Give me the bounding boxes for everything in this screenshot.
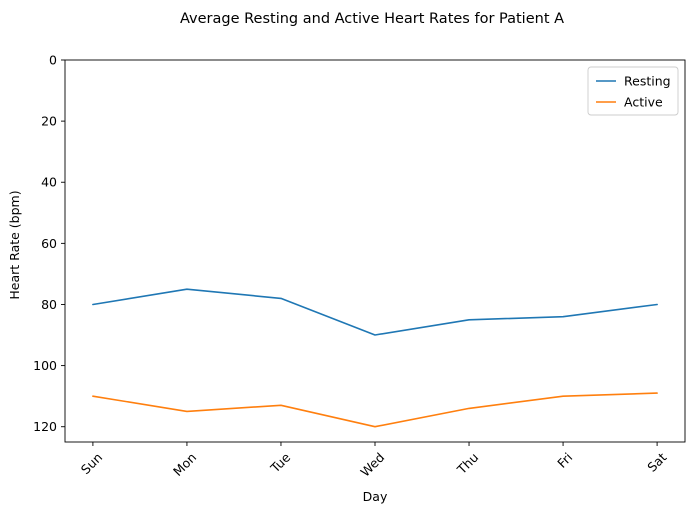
chart-title: Average Resting and Active Heart Rates f… (180, 11, 564, 27)
x-tick-label: Thu (453, 450, 481, 478)
y-tick-label: 120 (33, 419, 57, 434)
legend: Resting Active (587, 66, 679, 116)
series-line-active (92, 392, 658, 428)
y-tick-label: 40 (41, 175, 57, 190)
legend-box (587, 66, 679, 116)
legend-label-active: Active (624, 95, 663, 110)
y-tick-label: 80 (41, 297, 57, 312)
legend-label-resting: Resting (624, 74, 671, 89)
y-tick-label: 0 (49, 53, 57, 68)
x-tick-label: Sun (78, 450, 105, 477)
y-tick-label: 100 (33, 358, 57, 373)
plot-frame (64, 59, 686, 443)
x-tick-label: Wed (357, 450, 387, 480)
y-tick-label: 60 (41, 236, 57, 251)
y-tick-label: 20 (41, 114, 57, 129)
y-axis-label: Heart Rate (bpm) (7, 190, 22, 299)
x-tick-label: Fri (554, 450, 575, 471)
x-tick-label: Mon (170, 450, 199, 479)
x-tick-label: Sat (644, 450, 669, 475)
series-line-resting (92, 288, 658, 336)
x-tick-label: Tue (267, 449, 294, 476)
plot-area: 0 20 40 60 80 100 120 Sun Mon Tue Wed Thu Fri Sat (33, 53, 686, 480)
x-axis-label: Day (363, 489, 388, 504)
